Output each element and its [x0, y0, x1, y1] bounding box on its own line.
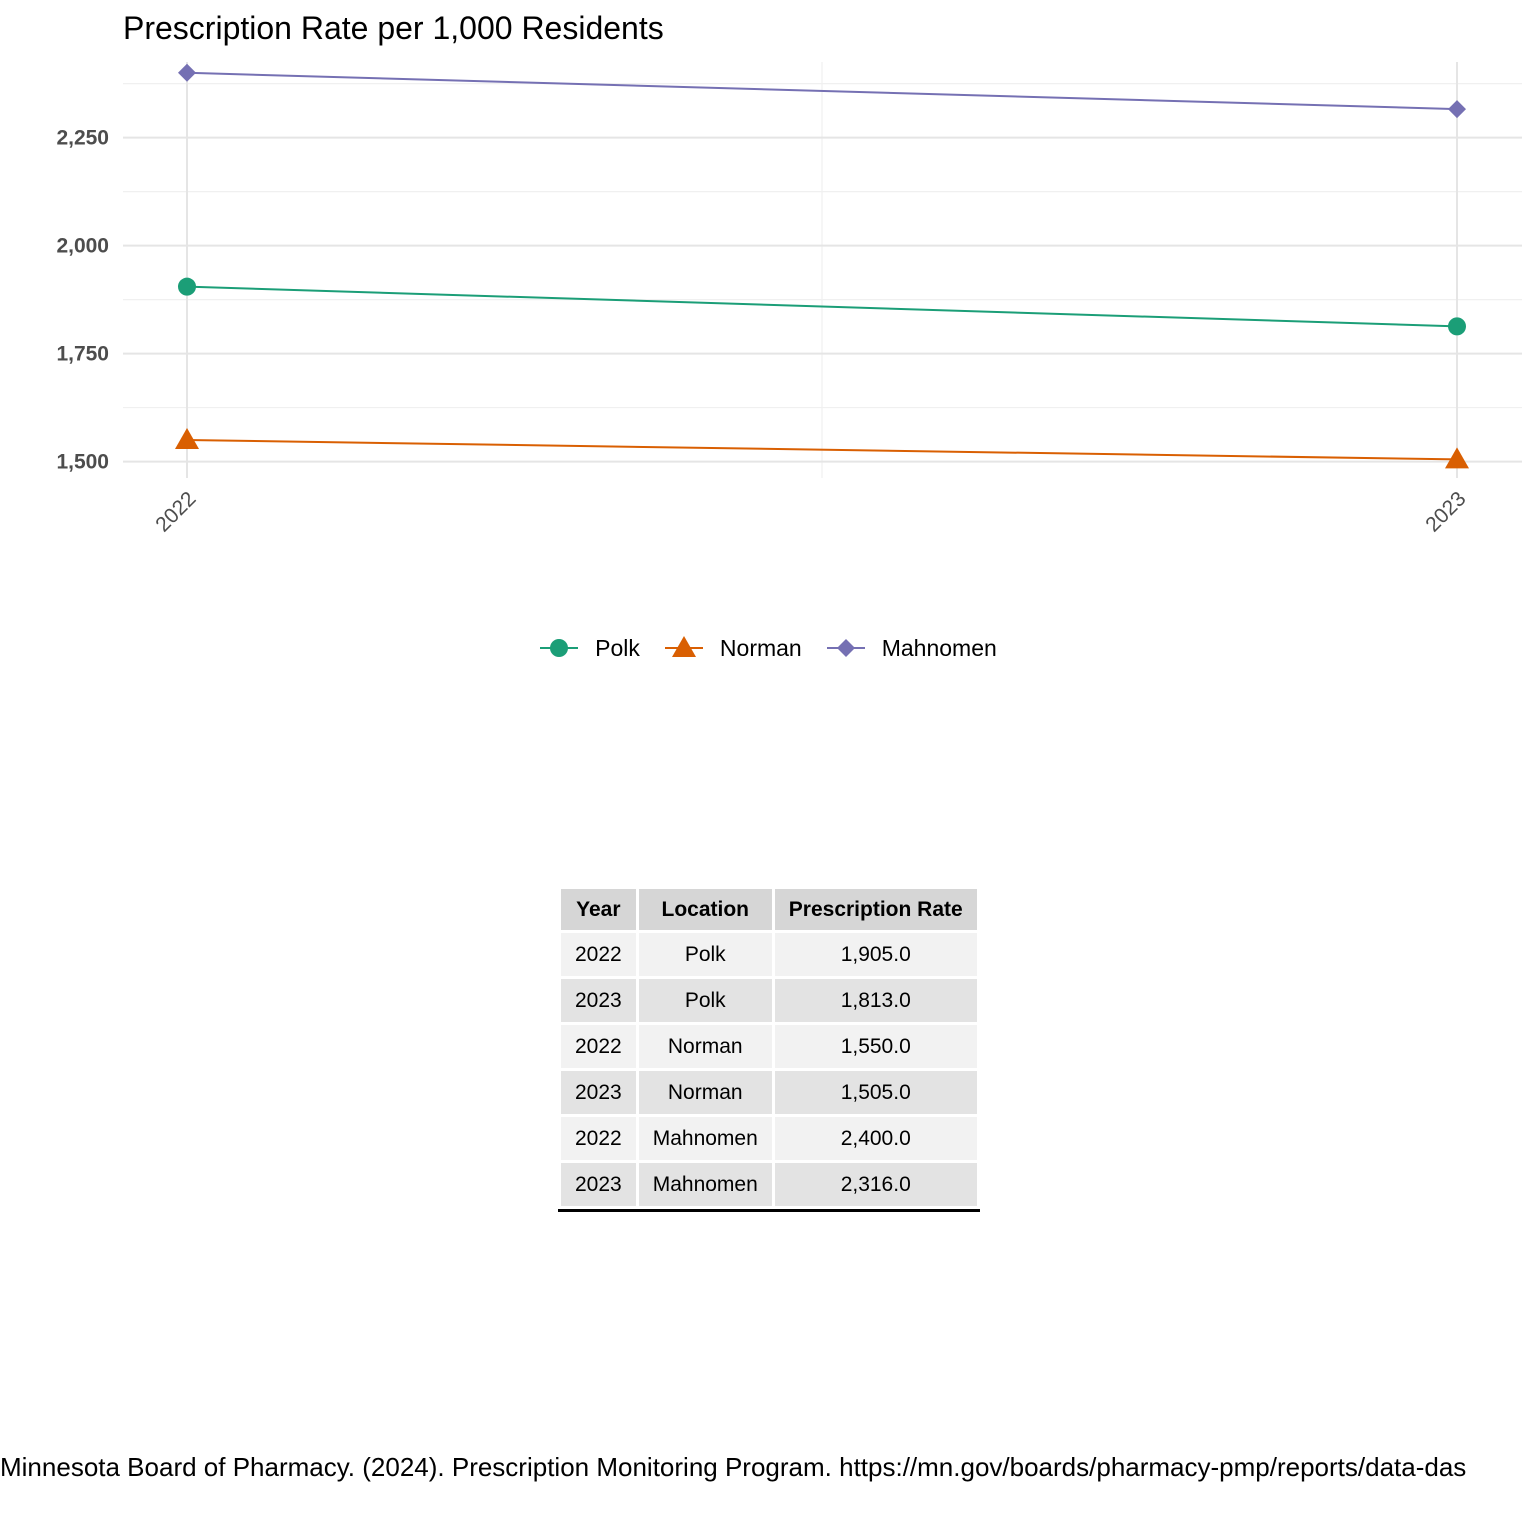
legend-key-marker — [836, 639, 855, 657]
table-cell: Mahnomen — [638, 1117, 772, 1160]
y-tick-label: 1,750 — [56, 343, 109, 366]
legend-item-mahnomen: Mahnomen — [826, 628, 997, 668]
table-row: 2022 Mahnomen 2,400.0 — [561, 1117, 977, 1160]
series-markers — [175, 63, 1469, 469]
table-row: 2022 Polk 1,905.0 — [561, 933, 977, 976]
legend-label: Polk — [595, 634, 640, 661]
header-prescription-rate: Prescription Rate — [774, 889, 977, 930]
table-row: 2023 Polk 1,813.0 — [561, 979, 977, 1022]
table-cell: 1,813.0 — [774, 979, 977, 1022]
table-cell: 2022 — [561, 1025, 636, 1068]
table-cell: 1,550.0 — [774, 1025, 977, 1068]
series-line-norman — [186, 438, 1458, 461]
table-cell: Norman — [638, 1071, 772, 1114]
data-point-polk-2023 — [1448, 317, 1466, 336]
table-cell: 2023 — [561, 1163, 636, 1206]
chart-title: Prescription Rate per 1,000 Residents — [123, 10, 664, 46]
legend-key-circle-icon — [540, 639, 579, 657]
x-axis-ticks: 2022 2023 — [151, 487, 1470, 536]
header-year: Year — [561, 889, 636, 930]
table-cell: 2022 — [561, 933, 636, 976]
table-cell: 2023 — [561, 979, 636, 1022]
series-line-polk — [186, 285, 1458, 328]
table-cell: 2022 — [561, 1117, 636, 1160]
legend-label: Norman — [719, 634, 802, 661]
y-axis-ticks: 1,500 1,750 2,000 2,250 — [56, 127, 109, 474]
line-chart: 1,500 1,750 2,000 2,250 2022 2023 — [56, 62, 1522, 537]
y-tick-label: 1,500 — [56, 451, 109, 474]
table-cell: Mahnomen — [638, 1163, 772, 1206]
y-tick-label: 2,000 — [56, 235, 109, 258]
table-cell: Polk — [638, 933, 772, 976]
table-row: 2022 Norman 1,550.0 — [561, 1025, 977, 1068]
table-cell: 1,505.0 — [774, 1071, 977, 1114]
data-point-mahnomen-2022 — [178, 63, 196, 82]
table-cell: 2023 — [561, 1071, 636, 1114]
data-point-mahnomen-2023 — [1448, 100, 1466, 119]
y-tick-label: 2,250 — [56, 127, 109, 150]
data-point-norman-2022 — [175, 427, 199, 449]
x-tick-label: 2022 — [151, 487, 200, 536]
data-table: Year Location Prescription Rate 2022 Polk… — [558, 886, 980, 1212]
table-row: 2023 Mahnomen 2,316.0 — [561, 1163, 977, 1206]
table-header-row: Year Location Prescription Rate — [561, 889, 977, 930]
legend-key-marker — [671, 636, 696, 657]
legend-label: Mahnomen — [881, 634, 997, 661]
series-lines — [186, 71, 1458, 461]
table-cell: 1,905.0 — [774, 933, 977, 976]
legend-key-marker — [550, 639, 569, 657]
table-cell: Norman — [638, 1025, 772, 1068]
data-point-polk-2022 — [178, 277, 196, 296]
data-point-norman-2023 — [1445, 447, 1469, 469]
series-line-mahnomen — [186, 71, 1458, 111]
table-cell: 2,316.0 — [774, 1163, 977, 1206]
legend-key-triangle-icon — [664, 636, 703, 657]
legend: Polk Norman Mahnomen — [0, 626, 1536, 670]
table-row: 2023 Norman 1,505.0 — [561, 1071, 977, 1114]
header-location: Location — [638, 889, 772, 930]
grid-lines — [123, 62, 1522, 478]
table-cell: 2,400.0 — [774, 1117, 977, 1160]
legend-key-diamond-icon — [826, 639, 865, 657]
legend-item-polk: Polk — [539, 628, 640, 668]
legend-item-norman: Norman — [664, 628, 802, 668]
table-cell: Polk — [638, 979, 772, 1022]
source-caption: Minnesota Board of Pharmacy. (2024). Pre… — [0, 1452, 1467, 1482]
x-tick-label: 2023 — [1421, 487, 1470, 536]
